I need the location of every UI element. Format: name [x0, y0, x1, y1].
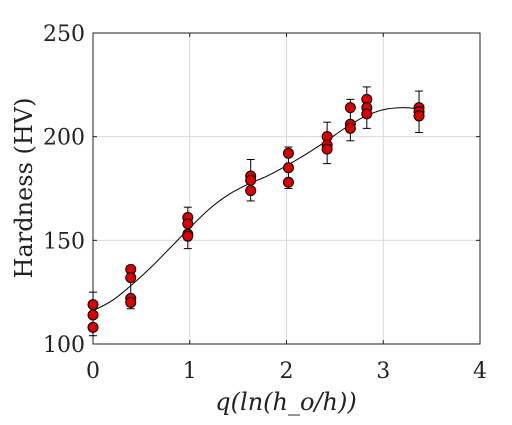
data-point — [182, 230, 194, 242]
y-axis-label: Hardness (HV) — [10, 98, 38, 279]
x-axis-label: q(ln(h_o/h)) — [215, 388, 356, 416]
x-tick-label: 4 — [473, 359, 487, 384]
x-tick-label: 0 — [86, 359, 100, 384]
data-point — [87, 299, 99, 311]
data-point — [245, 174, 257, 186]
data-point — [245, 185, 257, 197]
x-tick-label: 2 — [280, 359, 294, 384]
grid — [93, 33, 480, 344]
data-point — [282, 176, 294, 188]
data-point — [282, 162, 294, 174]
y-tick-label: 150 — [43, 229, 85, 254]
data-point — [125, 272, 137, 284]
x-tick-labels: 0 1 2 3 4 — [86, 359, 487, 384]
x-tick-label: 1 — [183, 359, 197, 384]
y-tick-label: 100 — [43, 333, 85, 358]
x-tick-label: 3 — [376, 359, 390, 384]
y-tick-label: 200 — [43, 126, 85, 151]
y-tick-labels: 100 150 200 250 — [43, 22, 85, 358]
data-point — [344, 102, 356, 114]
data-point — [282, 147, 294, 159]
data-point — [87, 309, 99, 321]
data-point — [125, 297, 137, 309]
error-bars — [89, 86, 424, 337]
fit-curve — [92, 107, 420, 312]
data-point — [87, 321, 99, 333]
data-points — [87, 93, 425, 333]
data-point — [413, 110, 425, 122]
y-tick-label: 250 — [43, 22, 85, 47]
data-point — [182, 218, 194, 230]
axis-ticks — [92, 32, 481, 345]
data-point — [361, 108, 373, 120]
data-point — [344, 122, 356, 134]
data-point — [321, 143, 333, 155]
